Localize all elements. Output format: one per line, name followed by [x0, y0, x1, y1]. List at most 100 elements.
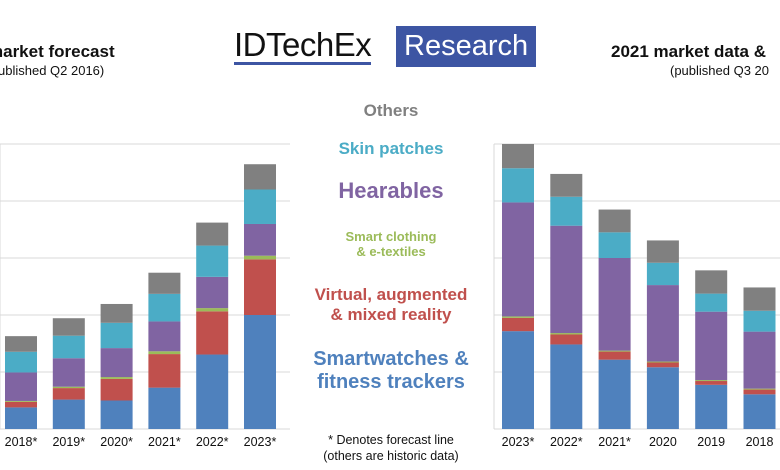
right-bar-2022-smartwatches-fitness-trackers [550, 344, 582, 429]
right-chart-subtitle: (published Q3 20 [670, 63, 769, 78]
left-bar-2018-smart-clothing-e-textiles [5, 401, 37, 402]
left-bar-2021-others [148, 273, 180, 294]
right-bar-2023-hearables [502, 202, 534, 316]
left-bar-2020-others [101, 304, 133, 323]
right-bar-2023-skin-patches [502, 168, 534, 202]
legend-others: Others [300, 101, 482, 121]
right-chart-title: 2021 market data & [611, 42, 766, 62]
right-bar-2020-smartwatches-fitness-trackers [647, 367, 679, 429]
left-bar-2021-skin-patches [148, 294, 180, 322]
right-chart: 2023* 2022* 2021* 2020 2019 2018 [488, 90, 780, 455]
legend-smart-clothing: Smart clothing & e-textiles [300, 230, 482, 260]
right-bar-2023-smart-clothing-e-textiles [502, 316, 534, 317]
left-bar-2019-smartwatches-fitness-trackers [53, 400, 85, 429]
left-tick-label: 2023* [244, 435, 277, 449]
right-bar-2020-virtual-augmented-mixed-reality [647, 363, 679, 368]
right-bar-2021-skin-patches [599, 232, 631, 258]
right-tick-label: 2022* [550, 435, 583, 449]
legend-smartwatches: Smartwatches & fitness trackers [290, 348, 492, 394]
right-bar-2018-others [744, 287, 776, 310]
left-bar-2018-skin-patches [5, 352, 37, 373]
right-bar-2022-smart-clothing-e-textiles [550, 333, 582, 334]
left-bar-2018-virtual-augmented-mixed-reality [5, 402, 37, 408]
left-bar-2020-smart-clothing-e-textiles [101, 377, 133, 379]
legend-vr-line1: Virtual, augmented [290, 285, 492, 305]
legend-smartwatches-line1: Smartwatches & [290, 348, 492, 371]
right-bar-2022-virtual-augmented-mixed-reality [550, 334, 582, 344]
right-bar-2021-smart-clothing-e-textiles [599, 351, 631, 352]
left-chart: 2018* 2019* 2020* 2021* 2022* 2023* [0, 90, 292, 455]
left-bar-2022-others [196, 223, 228, 246]
right-bar-2018-hearables [744, 332, 776, 389]
left-bar-2019-virtual-augmented-mixed-reality [53, 388, 85, 399]
legend-smart-clothing-line2: & e-textiles [300, 245, 482, 260]
left-chart-title: market forecast [0, 42, 115, 62]
right-bar-2018-skin-patches [744, 311, 776, 332]
right-bar-2023-smartwatches-fitness-trackers [502, 331, 534, 429]
right-bar-2022-hearables [550, 226, 582, 333]
left-bar-2022-hearables [196, 277, 228, 308]
left-tick-label: 2018* [5, 435, 38, 449]
right-bar-2020-skin-patches [647, 263, 679, 285]
right-tick-label: 2021* [598, 435, 631, 449]
left-bar-2018-smartwatches-fitness-trackers [5, 407, 37, 429]
left-chart-bars [5, 164, 276, 429]
right-chart-tick-labels: 2023* 2022* 2021* 2020 2019 2018 [502, 435, 774, 449]
legend-smartwatches-line2: fitness trackers [290, 371, 492, 394]
right-bar-2019-skin-patches [695, 294, 727, 312]
left-tick-label: 2021* [148, 435, 181, 449]
right-bar-2019-virtual-augmented-mixed-reality [695, 381, 727, 385]
left-bar-2020-virtual-augmented-mixed-reality [101, 379, 133, 401]
left-bar-2023-smart-clothing-e-textiles [244, 256, 276, 260]
right-bar-2020-others [647, 240, 679, 262]
left-bar-2020-skin-patches [101, 323, 133, 348]
right-bar-2018-smartwatches-fitness-trackers [744, 394, 776, 429]
legend-skin-patches: Skin patches [300, 139, 482, 159]
left-bar-2023-hearables [244, 224, 276, 256]
right-chart-bars [502, 144, 776, 429]
right-bar-2021-virtual-augmented-mixed-reality [599, 352, 631, 360]
left-bar-2023-others [244, 164, 276, 189]
logo-research-box: Research [396, 26, 536, 67]
logo-wordmark: IDTechEx [234, 28, 371, 65]
legend-hearables: Hearables [300, 178, 482, 203]
right-bar-2018-virtual-augmented-mixed-reality [744, 390, 776, 395]
legend-smart-clothing-line1: Smart clothing [300, 230, 482, 245]
left-bar-2018-hearables [5, 372, 37, 401]
left-bar-2023-smartwatches-fitness-trackers [244, 315, 276, 429]
left-tick-label: 2022* [196, 435, 229, 449]
legend-vr-line2: & mixed reality [290, 305, 492, 325]
left-bar-2021-hearables [148, 321, 180, 351]
right-bar-2022-others [550, 174, 582, 197]
left-bar-2022-virtual-augmented-mixed-reality [196, 311, 228, 354]
left-tick-label: 2019* [52, 435, 85, 449]
right-bar-2023-virtual-augmented-mixed-reality [502, 318, 534, 331]
right-bar-2019-hearables [695, 312, 727, 380]
idtechex-logo: IDTechEx [234, 26, 371, 66]
right-bar-2019-smartwatches-fitness-trackers [695, 385, 727, 429]
left-bar-2021-smartwatches-fitness-trackers [148, 388, 180, 429]
left-bar-2020-smartwatches-fitness-trackers [101, 401, 133, 430]
right-bar-2023-others [502, 144, 534, 168]
left-bar-2019-skin-patches [53, 336, 85, 359]
right-bar-2019-others [695, 270, 727, 293]
footnote-line1: * Denotes forecast line [300, 432, 482, 448]
left-bar-2023-virtual-augmented-mixed-reality [244, 259, 276, 315]
left-bar-2021-smart-clothing-e-textiles [148, 351, 180, 354]
right-bar-2022-skin-patches [550, 197, 582, 226]
legend-vr: Virtual, augmented & mixed reality [290, 285, 492, 324]
left-bar-2020-hearables [101, 348, 133, 377]
left-bar-2022-skin-patches [196, 246, 228, 277]
right-chart-grid [494, 144, 780, 429]
left-chart-subtitle: ublished Q2 2016) [0, 63, 104, 78]
right-tick-label: 2018 [746, 435, 774, 449]
right-bar-2019-smart-clothing-e-textiles [695, 380, 727, 381]
left-bar-2022-smart-clothing-e-textiles [196, 308, 228, 311]
right-bar-2018-smart-clothing-e-textiles [744, 389, 776, 390]
forecast-footnote: * Denotes forecast line (others are hist… [300, 432, 482, 465]
left-bar-2019-smart-clothing-e-textiles [53, 387, 85, 388]
right-tick-label: 2019 [697, 435, 725, 449]
left-bar-2021-virtual-augmented-mixed-reality [148, 354, 180, 388]
left-chart-tick-labels: 2018* 2019* 2020* 2021* 2022* 2023* [5, 435, 277, 449]
left-bar-2019-others [53, 318, 85, 335]
